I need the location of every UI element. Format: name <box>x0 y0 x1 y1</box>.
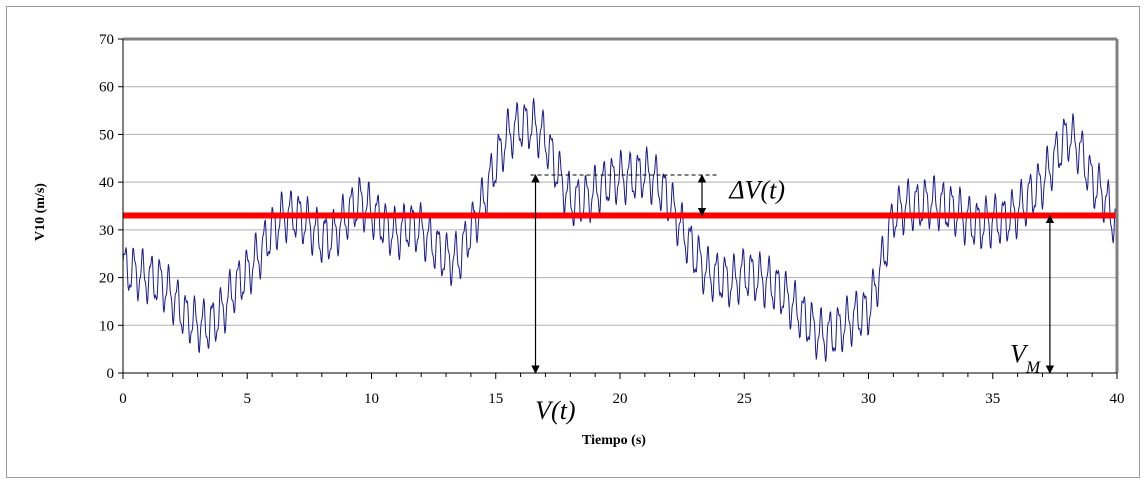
x-tick-label: 25 <box>737 391 752 407</box>
x-tick-label: 35 <box>985 391 1000 407</box>
y-tick-label: 40 <box>99 175 114 191</box>
x-tick-label: 0 <box>119 391 127 407</box>
y-tick-label: 50 <box>99 127 114 143</box>
chart-frame: 0 10 20 30 40 50 60 70 0 5 10 15 20 25 30 35 40 ΔV(t) V(t… <box>6 6 1140 478</box>
series-line <box>122 98 1118 362</box>
ticks: 0 10 20 30 40 50 60 70 0 5 10 15 20 25 30 35 40 <box>99 32 1125 407</box>
annotation-subscript: M <box>1025 357 1041 376</box>
x-tick-label: 5 <box>244 391 252 407</box>
y-axis-title: V10 (m/s) <box>33 183 48 241</box>
y-tick-label: 0 <box>107 366 115 382</box>
x-tick-label: 20 <box>613 391 628 407</box>
annotation-label: VM <box>1010 340 1041 377</box>
x-axis-title: Tiempo (s) <box>582 433 646 448</box>
y-tick-label: 30 <box>99 223 114 239</box>
x-tick-label: 15 <box>488 391 503 407</box>
x-tick-label: 10 <box>364 391 379 407</box>
y-tick-label: 60 <box>99 80 114 96</box>
annotation-label: ΔV(t) <box>728 175 785 204</box>
y-tick-label: 20 <box>99 271 114 287</box>
x-tick-label: 30 <box>861 391 876 407</box>
y-tick-label: 70 <box>99 32 114 48</box>
annotation-label: V(t) <box>535 396 575 425</box>
wind-speed-chart: 0 10 20 30 40 50 60 70 0 5 10 15 20 25 30 35 40 ΔV(t) V(t… <box>33 32 1125 448</box>
gridlines <box>123 86 1117 326</box>
series-layer <box>122 98 1118 362</box>
annotations: ΔV(t) V(t) VM <box>530 174 1055 425</box>
y-tick-label: 10 <box>99 318 114 334</box>
x-tick-label: 40 <box>1110 391 1125 407</box>
